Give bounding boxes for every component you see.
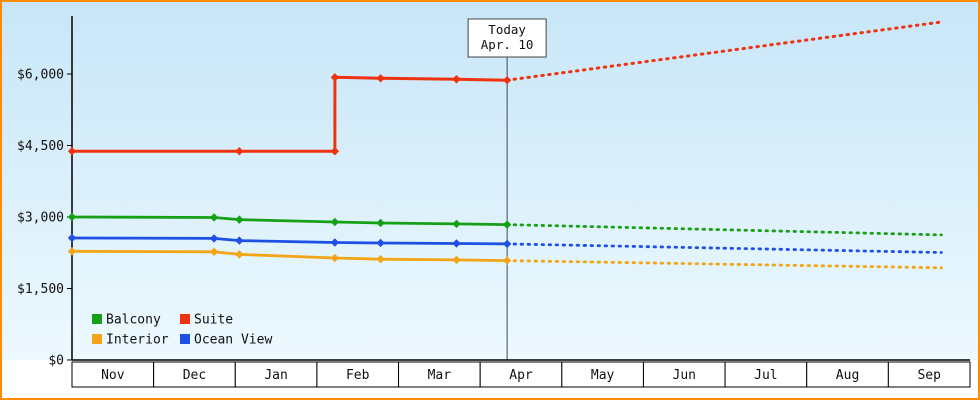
data-point-marker: [502, 239, 512, 249]
x-axis-month-cell-feb: [316, 361, 400, 388]
series-markers-suite: [67, 73, 512, 156]
x-axis-month-label: Feb: [346, 368, 370, 383]
today-annotation-title: Today: [488, 22, 526, 37]
series-markers-balcony: [67, 212, 512, 229]
x-axis-month-label: Nov: [101, 368, 125, 383]
y-axis-tick-label: $0: [48, 354, 64, 369]
x-axis-month-cell-jan: [234, 361, 318, 388]
legend-swatch-interior: [92, 334, 102, 344]
x-axis-month-cell-may: [561, 361, 644, 388]
data-point-marker: [330, 73, 340, 82]
legend-swatch-suite: [180, 314, 190, 324]
data-point-marker: [209, 234, 219, 243]
y-axis-tick-label: $6,000: [17, 68, 64, 83]
series-markers-interior: [67, 247, 512, 265]
data-point-marker: [452, 219, 461, 229]
data-point-marker: [452, 239, 461, 248]
data-point-marker: [330, 147, 340, 156]
data-point-marker: [235, 215, 244, 224]
data-point-marker: [502, 220, 512, 229]
legend-label-suite: Suite: [194, 313, 233, 328]
data-point-marker: [235, 147, 244, 156]
legend-swatch-ocean-view: [180, 334, 190, 344]
x-axis-month-cell-sep: [887, 361, 971, 388]
data-point-marker: [235, 236, 244, 245]
data-point-marker: [67, 147, 77, 156]
data-point-marker: [376, 238, 385, 248]
data-point-marker: [209, 213, 219, 222]
x-axis-month-label: Apr: [509, 368, 533, 383]
data-point-marker: [330, 217, 340, 227]
x-axis-month-label: Mar: [428, 368, 452, 383]
x-axis-month-cell-nov: [71, 361, 155, 388]
data-point-marker: [330, 238, 340, 247]
data-point-marker: [67, 212, 77, 222]
data-point-marker: [376, 74, 385, 83]
data-point-marker: [67, 233, 77, 243]
legend-label-interior: Interior: [106, 333, 169, 348]
x-axis-month-cell-jul: [724, 361, 808, 388]
legend-label-ocean-view: Ocean View: [194, 333, 272, 348]
today-annotation-date: Apr. 10: [481, 37, 534, 52]
data-point-marker: [502, 75, 512, 85]
x-axis-month-label: Sep: [917, 368, 941, 383]
x-axis-month-label: May: [591, 368, 615, 383]
legend-label-balcony: Balcony: [106, 313, 161, 328]
data-point-marker: [452, 75, 461, 84]
today-annotation-box: [467, 18, 547, 58]
x-axis-month-label: Jan: [264, 368, 287, 383]
data-point-marker: [502, 256, 512, 265]
x-axis-month-label: Jun: [673, 368, 696, 383]
data-point-marker: [67, 247, 77, 256]
series-forecast-line-suite: [505, 20, 943, 82]
data-point-marker: [330, 253, 340, 263]
data-point-marker: [209, 247, 219, 256]
x-axis-month-cell-jun: [642, 361, 726, 388]
series-forecast-line-ocean-view: [505, 242, 943, 254]
y-axis-tick-label: $3,000: [17, 211, 64, 226]
series-forecast-line-balcony: [505, 223, 943, 237]
x-axis-month-label: Jul: [754, 368, 777, 383]
x-axis-month-cell-apr: [479, 361, 563, 388]
y-axis-tick-label: $1,500: [17, 282, 64, 297]
x-axis-month-label: Aug: [836, 368, 859, 383]
y-axis-tick-label: $4,500: [17, 139, 64, 154]
x-axis-month-cell-aug: [806, 361, 889, 388]
legend-swatch-balcony: [92, 314, 102, 324]
data-point-marker: [235, 250, 244, 259]
chart-background: [2, 2, 978, 360]
series-forecast-line-interior: [505, 259, 943, 270]
x-axis-month-label: Dec: [183, 368, 206, 383]
data-point-marker: [376, 218, 385, 228]
series-markers-ocean-view: [67, 233, 512, 249]
